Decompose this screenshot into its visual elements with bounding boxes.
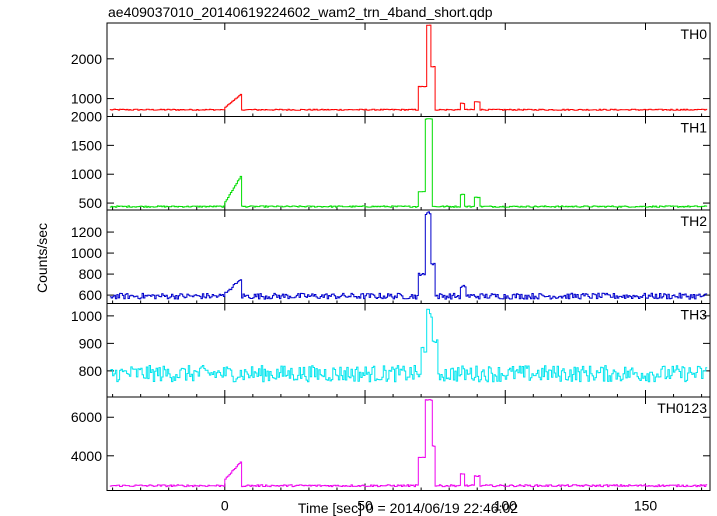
series-line-TH1 [109,118,708,208]
panel-frame-TH0123 [106,396,711,491]
panel-label-TH1: TH1 [681,120,708,136]
panel-label-TH2: TH2 [681,213,708,229]
panel-frame-TH3 [106,303,711,398]
panel-label-TH3: TH3 [681,307,708,323]
panel-frame-TH1 [106,116,711,211]
x-tick-label: 150 [634,498,658,514]
y-tick-label: 2000 [71,109,102,125]
series-line-TH2 [109,211,708,300]
y-tick-label: 800 [79,363,103,379]
series-line-TH0 [109,24,708,111]
y-tick-label: 6000 [71,409,102,425]
panel-frame-TH0 [106,22,711,117]
x-tick-label: 0 [221,498,229,514]
y-tick-label: 2000 [71,51,102,67]
panel-frame-TH2 [106,209,711,304]
y-tick-label: 500 [79,195,103,211]
x-tick-label: 50 [357,498,373,514]
panels: TH010002000TH1500100015002000TH260080010… [71,22,711,514]
x-axis-label: Time [sec] 0 = 2014/06/19 22:46:02 [298,500,518,516]
panel-label-TH0: TH0 [681,26,708,42]
y-tick-label: 800 [79,266,103,282]
x-tick-label: 100 [494,498,518,514]
chart-title: ae409037010_20140619224602_wam2_trn_4ban… [108,4,493,20]
y-tick-label: 4000 [71,448,102,464]
series-line-TH3 [109,308,708,383]
y-tick-label: 1000 [71,245,102,261]
panel-label-TH0123: TH0123 [657,400,707,416]
y-tick-label: 900 [79,335,103,351]
y-tick-label: 600 [79,287,103,303]
y-tick-label: 1200 [71,224,102,240]
y-tick-label: 1000 [71,91,102,107]
series-line-TH0123 [109,399,708,488]
y-axis-label: Counts/sec [34,223,50,293]
y-tick-label: 1000 [71,308,102,324]
y-tick-label: 1000 [71,166,102,182]
y-tick-label: 1500 [71,137,102,153]
